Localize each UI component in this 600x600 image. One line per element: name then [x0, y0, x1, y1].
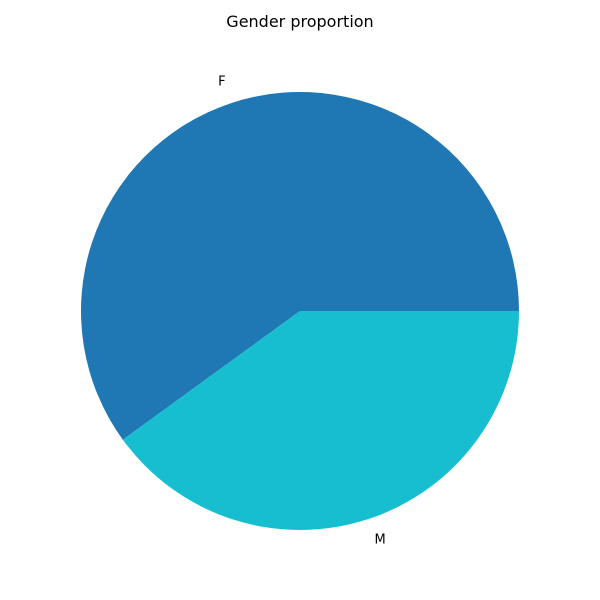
slice-label-f: F	[218, 74, 225, 89]
pie-slice-f	[80, 92, 519, 440]
chart-title: Gender proportion	[226, 12, 374, 31]
slice-label-m: M	[374, 533, 385, 548]
pie-slices	[80, 92, 519, 531]
pie-labels: FM	[218, 74, 386, 547]
pie-slice-m	[122, 311, 519, 531]
